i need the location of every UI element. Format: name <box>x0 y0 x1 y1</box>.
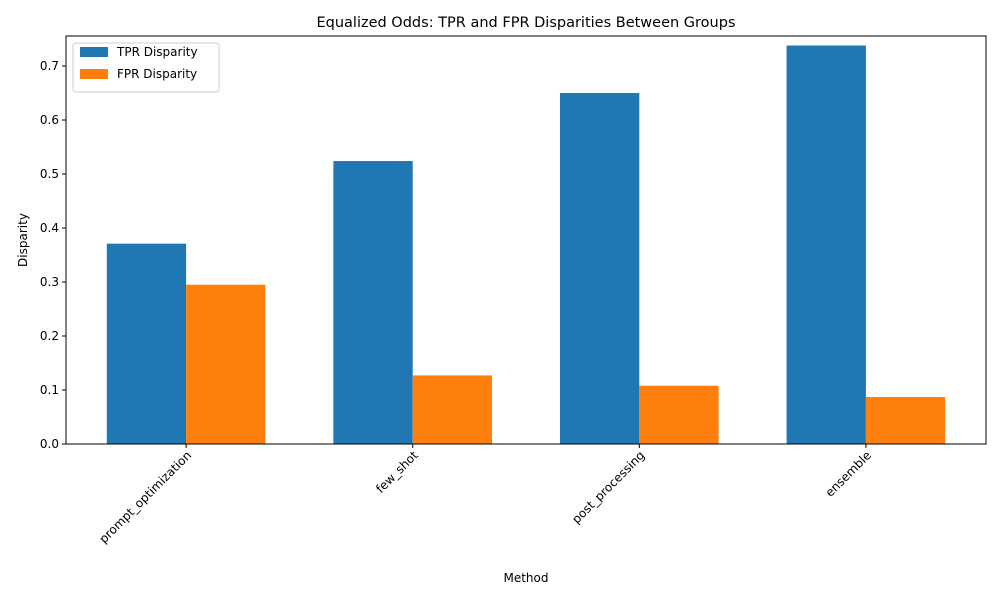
bar-tpr-ensemble <box>786 45 866 444</box>
x-tick-label: ensemble <box>823 448 874 499</box>
bar-fpr-ensemble <box>865 397 946 444</box>
y-tick-label: 0.7 <box>40 59 59 73</box>
y-tick-label: 0.2 <box>40 329 59 343</box>
y-tick-label: 0.1 <box>40 383 59 397</box>
y-tick-label: 0.4 <box>40 221 59 235</box>
bar-fpr-few-shot <box>412 375 493 444</box>
x-tick-label: few_shot <box>373 448 421 496</box>
x-axis: prompt_optimization few_shot post_processi… <box>96 444 874 546</box>
bar-tpr-prompt-optimization <box>106 243 187 444</box>
y-tick-label: 0.6 <box>40 113 59 127</box>
bar-tpr-few-shot <box>333 161 413 444</box>
x-tick-label: prompt_optimization <box>96 448 194 546</box>
legend-label: FPR Disparity <box>117 67 197 81</box>
bar-tpr-post-processing <box>559 93 640 445</box>
legend-label: TPR Disparity <box>116 45 198 59</box>
plot-frame <box>65 35 987 445</box>
y-axis-title: Disparity <box>16 213 30 267</box>
y-tick-label: 0.3 <box>40 275 59 289</box>
legend-swatch <box>80 69 108 79</box>
legend-swatch <box>80 47 108 57</box>
legend-box <box>72 42 220 93</box>
y-tick-label: 0.0 <box>40 437 59 451</box>
y-tick-label: 0.5 <box>40 167 59 181</box>
bar-fpr-prompt-optimization <box>186 284 266 444</box>
x-tick-label: post_processing <box>569 448 647 526</box>
y-axis: 0.0 0.1 0.2 0.3 0.4 0.5 0.6 0.7 <box>40 59 66 451</box>
bar-fpr-post-processing <box>639 385 719 444</box>
chart-title: Equalized Odds: TPR and FPR Disparities … <box>316 15 735 31</box>
x-axis-title: Method <box>503 571 548 585</box>
legend: TPR Disparity FPR Disparity <box>72 42 220 93</box>
bars-layer <box>106 45 946 445</box>
